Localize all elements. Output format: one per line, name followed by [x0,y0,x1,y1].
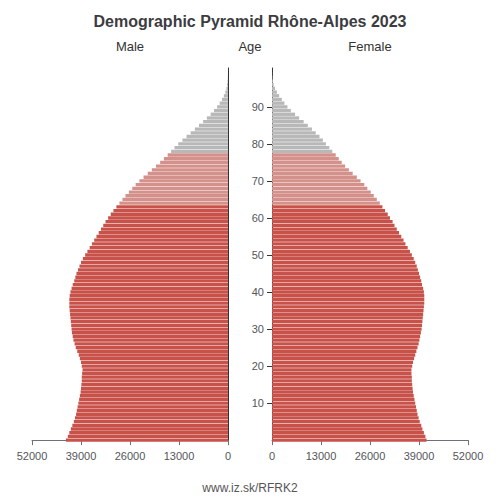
svg-text:0: 0 [225,450,231,462]
svg-text:52000: 52000 [17,450,48,462]
svg-text:www.iz.sk/RFRK2: www.iz.sk/RFRK2 [201,481,298,495]
svg-text:Age: Age [238,39,261,54]
svg-text:30: 30 [252,323,264,335]
svg-text:50: 50 [252,249,264,261]
svg-text:26000: 26000 [355,450,386,462]
svg-text:39000: 39000 [66,450,97,462]
svg-text:13000: 13000 [306,450,337,462]
svg-text:13000: 13000 [164,450,195,462]
svg-text:80: 80 [252,138,264,150]
svg-text:Female: Female [348,39,391,54]
svg-text:0: 0 [269,450,275,462]
svg-text:39000: 39000 [404,450,435,462]
svg-text:70: 70 [252,175,264,187]
svg-text:Demographic Pyramid Rhône-Alpe: Demographic Pyramid Rhône-Alpes 2023 [94,13,407,30]
svg-text:90: 90 [252,101,264,113]
svg-text:10: 10 [252,397,264,409]
svg-text:20: 20 [252,360,264,372]
svg-text:26000: 26000 [115,450,146,462]
svg-text:40: 40 [252,286,264,298]
svg-text:60: 60 [252,212,264,224]
svg-text:52000: 52000 [453,450,484,462]
svg-text:Male: Male [116,39,144,54]
